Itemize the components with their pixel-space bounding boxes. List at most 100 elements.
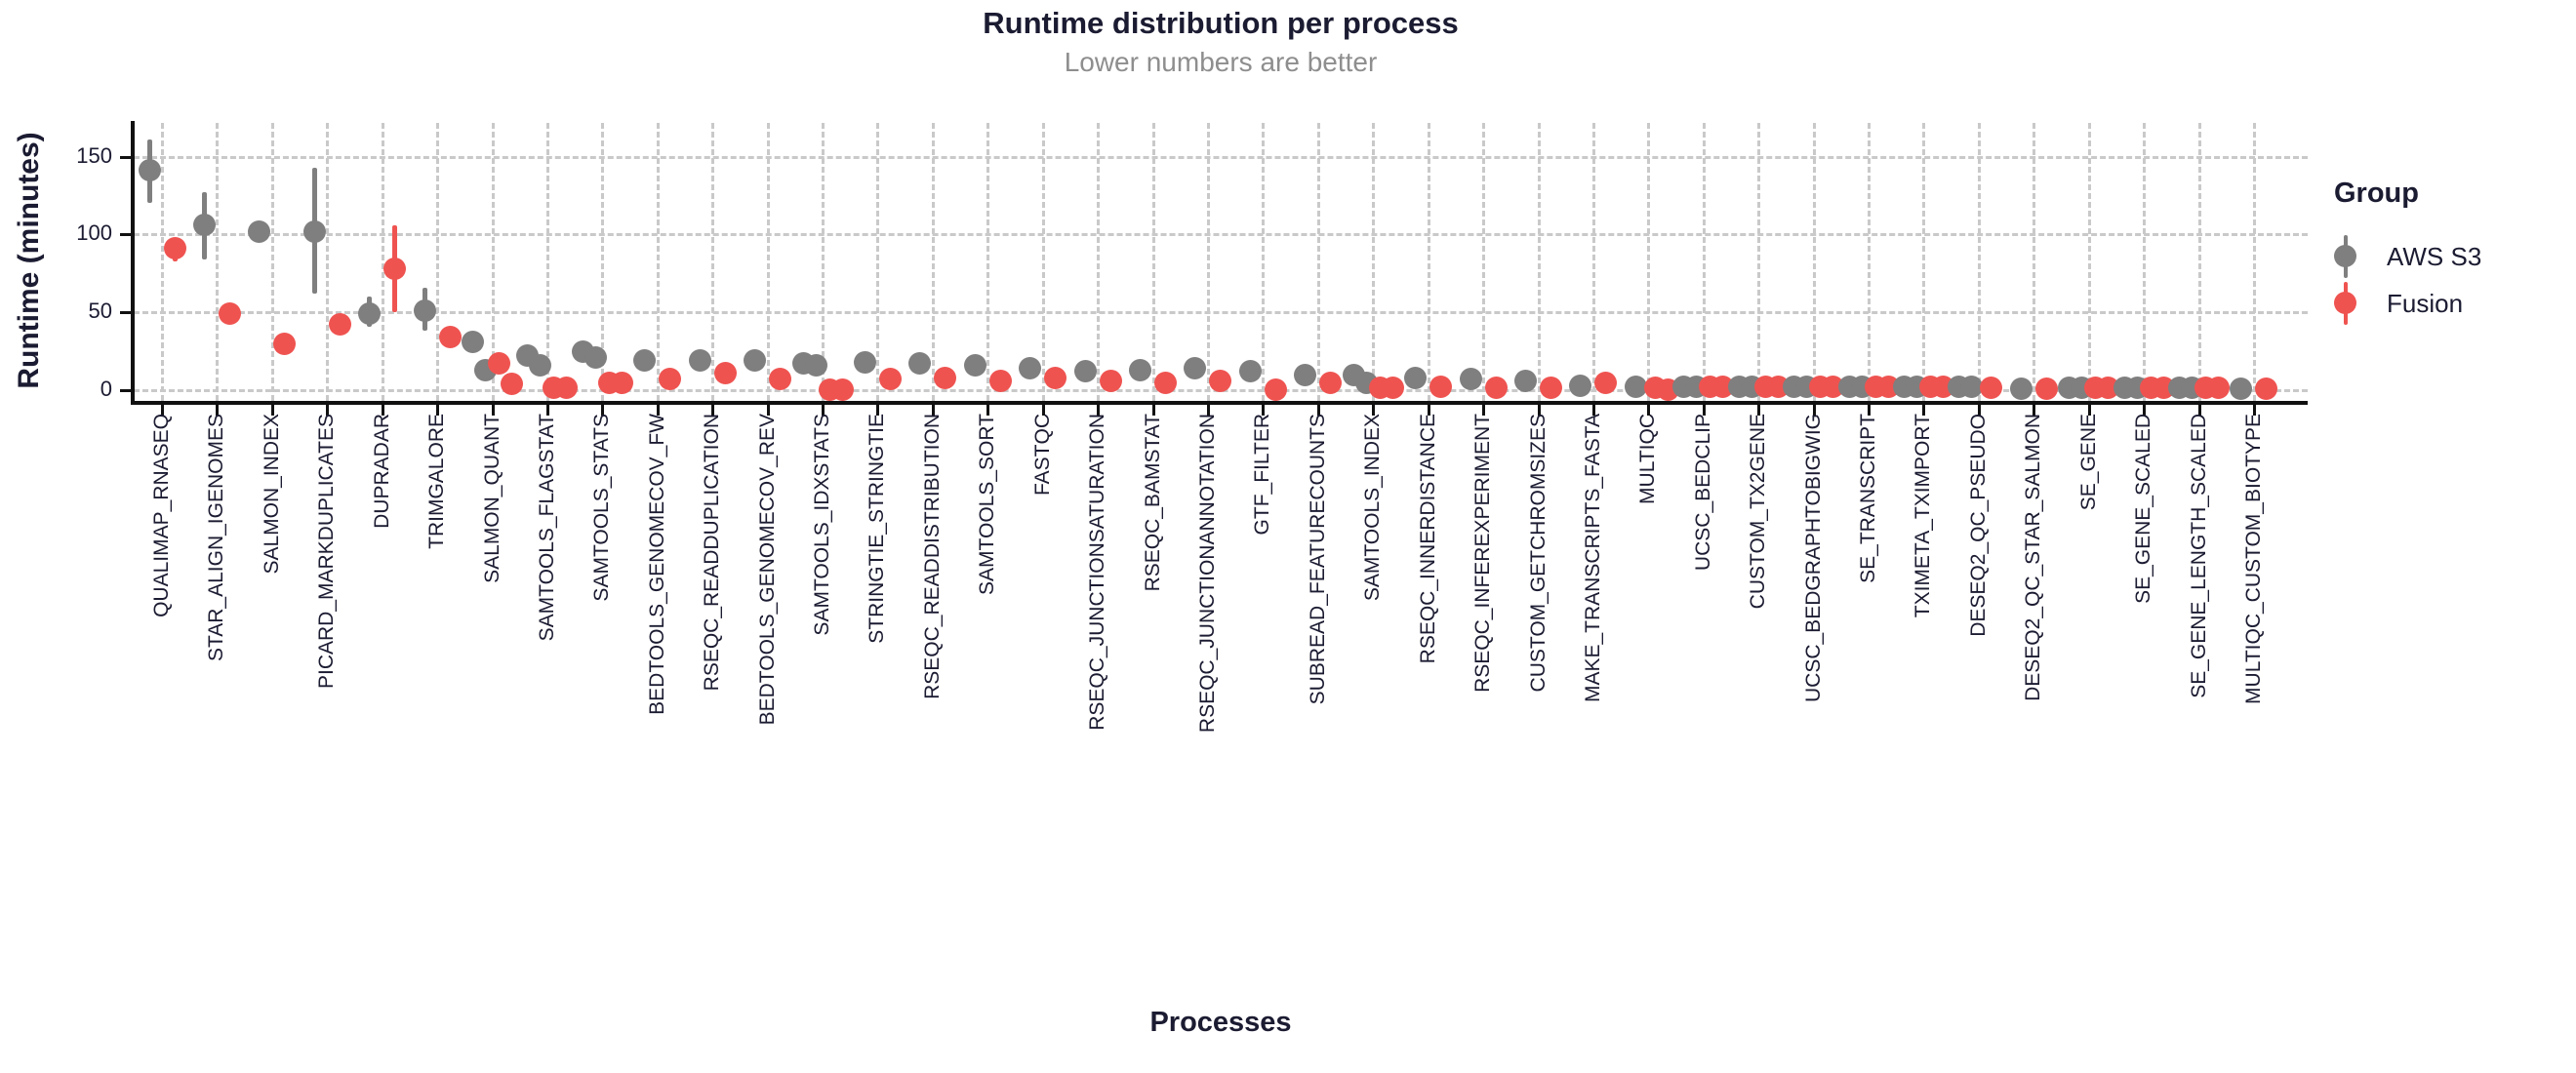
x-tick [161,403,164,416]
data-point-aws-s3 [1624,375,1647,398]
data-point-fusion [1381,377,1404,400]
data-point-aws-s3 [529,353,552,377]
data-point-fusion [610,371,633,394]
data-point-aws-s3 [192,214,216,237]
data-point-aws-s3 [1184,357,1207,380]
data-point-aws-s3 [584,345,607,369]
x-tick [986,403,990,416]
x-tick-label: TXIMETA_TXIMPORT [1912,414,1935,618]
x-tick [1316,403,1320,416]
y-axis-line [131,121,135,405]
data-point-fusion [1484,377,1508,400]
gridline-vertical [216,123,220,401]
x-tick [1922,403,1926,416]
x-tick [1647,403,1651,416]
data-point-aws-s3 [1073,360,1097,383]
pointrange-icon [2334,235,2357,278]
y-tick [120,155,134,159]
data-point-aws-s3 [688,349,711,373]
data-point-aws-s3 [1404,366,1428,389]
x-tick-label: RSEQC_JUNCTIONSATURATION [1086,414,1109,731]
data-point-aws-s3 [1294,363,1317,386]
gridline-vertical [1316,123,1320,401]
x-tick-label: DUPRADAR [370,414,393,529]
x-tick-label: UCSC_BEDCLIP [1691,414,1714,572]
data-point-fusion [1209,369,1232,392]
legend-entry-aws: AWS S3 [2334,235,2568,278]
x-tick [766,403,770,416]
x-tick-label: RSEQC_BAMSTAT [1141,414,1164,592]
y-axis-title: Runtime (minutes) [13,132,45,389]
x-tick [1537,403,1541,416]
x-tick-label: TRIMGALORE [425,414,449,549]
data-point-fusion [1594,371,1618,394]
x-tick [656,403,660,416]
gridline-vertical [381,123,384,401]
data-point-aws-s3 [138,159,161,182]
data-point-aws-s3 [804,353,827,377]
data-point-aws-s3 [2230,377,2253,400]
x-tick-label: GTF_FILTER [1251,414,1274,536]
x-tick-label: UCSC_BEDGRAPHTOBIGWIG [1801,414,1825,702]
gridline-vertical [491,123,495,401]
x-tick-label: SE_GENE_LENGTH_SCALED [2187,414,2210,698]
data-point-aws-s3 [462,331,485,354]
x-tick-label: MULTIQC_CUSTOM_BIOTYPE [2241,414,2265,704]
x-tick-label: SAMTOOLS_SORT [976,414,999,595]
gridline-vertical [326,123,330,401]
x-tick [931,403,935,416]
x-tick [822,403,825,416]
x-tick-label: RSEQC_READDUPLICATION [701,414,724,692]
x-tick-label: CUSTOM_GETCHROMSIZES [1526,414,1550,693]
data-point-aws-s3 [248,219,271,243]
legend-label-fusion: Fusion [2387,288,2464,318]
legend-label-aws: AWS S3 [2387,241,2482,271]
x-tick-label: RSEQC_INFEREXPERIMENT [1471,414,1495,693]
data-point-aws-s3 [1459,368,1482,391]
x-tick-label: QUALIMAP_RNASEQ [150,414,173,617]
x-tick [1812,403,1816,416]
data-point-fusion [2034,377,2058,400]
gridline-horizontal [134,311,2308,315]
gridline-vertical [931,123,935,401]
data-point-fusion [273,332,297,355]
gridline-vertical [1041,123,1045,401]
gridline-vertical [711,123,715,401]
x-tick [545,403,549,416]
x-tick-label: SE_GENE [2076,414,2100,511]
gridline-vertical [1591,123,1595,401]
x-tick [2197,403,2201,416]
gridline-vertical [1922,123,1926,401]
pointrange-icon [2334,282,2357,325]
data-point-fusion [383,258,407,280]
gridline-vertical [2143,123,2147,401]
x-tick-label: SAMTOOLS_FLAGSTAT [535,414,558,642]
gridline-vertical [1537,123,1541,401]
gridline-vertical [2252,123,2256,401]
x-tick [1977,403,1981,416]
x-tick [381,403,384,416]
data-point-aws-s3 [1514,369,1537,392]
data-point-aws-s3 [908,352,932,376]
gridline-vertical [545,123,549,401]
data-point-fusion [713,361,737,384]
x-tick [436,403,440,416]
x-tick-label: DESEQ2_QC_STAR_SALMON [2022,414,2045,701]
data-point-fusion [934,366,957,389]
x-tick [1151,403,1155,416]
data-point-aws-s3 [1129,358,1152,381]
data-point-fusion [878,368,902,391]
x-tick-label: SALMON_QUANT [480,414,503,583]
x-tick [1757,403,1761,416]
data-point-fusion [488,352,511,376]
x-tick [491,403,495,416]
data-point-aws-s3 [1238,360,1262,383]
gridline-vertical [2087,123,2091,401]
data-point-fusion [1319,371,1343,394]
x-tick-label: SAMTOOLS_IDXSTATS [811,414,834,636]
chart-title: Runtime distribution per process [983,6,1459,40]
data-point-aws-s3 [853,350,876,374]
data-point-aws-s3 [1019,357,1042,380]
gridline-vertical [1702,123,1706,401]
x-tick [1591,403,1595,416]
